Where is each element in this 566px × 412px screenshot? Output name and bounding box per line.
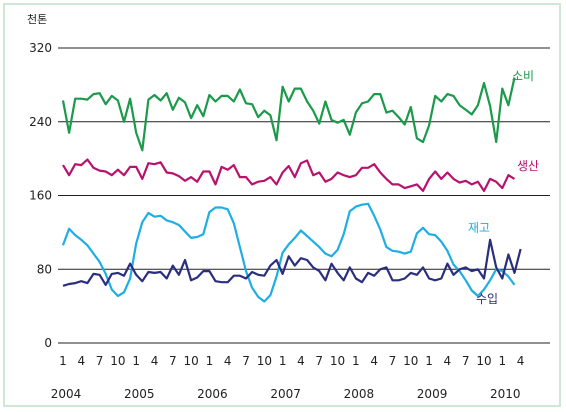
year-label-2007: 2007: [270, 387, 301, 401]
x-tick-label-10: 7: [242, 354, 250, 368]
x-tick-label-20: 1: [425, 354, 433, 368]
y-tick-label-0: 0: [44, 336, 52, 350]
x-tick-label-13: 4: [297, 354, 305, 368]
year-label-2008: 2008: [344, 387, 375, 401]
x-tick-label-17: 4: [370, 354, 378, 368]
year-label-2006: 2006: [197, 387, 228, 401]
x-tick-label-14: 7: [315, 354, 323, 368]
series-line-0: [61, 77, 516, 152]
series-line-1: [62, 158, 516, 192]
x-tick-label-7: 10: [183, 354, 198, 368]
x-tick-label-12: 1: [279, 354, 287, 368]
x-tick-label-24: 1: [498, 354, 506, 368]
x-tick-label-22: 7: [462, 354, 470, 368]
y-axis-ticks: 0 80 160 240 320: [29, 41, 52, 350]
x-tick-label-0: 1: [59, 354, 67, 368]
x-tick-label-8: 1: [206, 354, 214, 368]
year-label-2010: 2010: [490, 387, 521, 401]
y-tick-label-160: 160: [29, 189, 52, 203]
x-tick-label-1: 4: [77, 354, 85, 368]
x-tick-label-21: 4: [444, 354, 452, 368]
data-series: [61, 77, 522, 303]
x-tick-label-9: 4: [224, 354, 232, 368]
x-axis-month-ticks: 1 4 7 10 1 4 7 10 1 4 7 10 1 4 7 10 1 4 7 10 1 4 7 10 1 4: [59, 354, 524, 368]
x-tick-label-16: 1: [352, 354, 360, 368]
series-line-3: [62, 238, 522, 287]
year-label-2009: 2009: [417, 387, 448, 401]
series-label-1: 생산: [517, 159, 539, 173]
year-label-2004: 2004: [51, 387, 82, 401]
x-axis-year-labels: 2004 2005 2006 2007 2008 2009 2010: [51, 387, 521, 401]
y-axis-unit-label: 천톤: [27, 12, 47, 26]
series-label-3: 수입: [476, 292, 498, 306]
x-tick-label-5: 4: [151, 354, 159, 368]
x-tick-label-15: 10: [330, 354, 345, 368]
year-label-2005: 2005: [124, 387, 155, 401]
series-line-2: [61, 202, 516, 303]
x-tick-label-4: 1: [132, 354, 140, 368]
y-tick-label-80: 80: [37, 262, 52, 276]
x-tick-label-6: 7: [169, 354, 177, 368]
x-tick-label-19: 10: [403, 354, 418, 368]
y-tick-label-320: 320: [29, 41, 52, 55]
y-tick-label-240: 240: [29, 115, 52, 129]
x-tick-label-18: 7: [389, 354, 397, 368]
x-tick-label-2: 7: [96, 354, 104, 368]
x-tick-label-25: 4: [517, 354, 525, 368]
x-tick-label-3: 10: [110, 354, 125, 368]
series-label-0: 소비: [512, 69, 534, 83]
series-label-2: 재고: [468, 221, 490, 235]
x-tick-label-23: 10: [476, 354, 491, 368]
chart-frame: 천톤 0 80 160 240 320 소비 생산 재고 수입 1 4 7 10 1 4 7 10 1 4 7 10…: [3, 3, 561, 407]
x-tick-label-11: 10: [257, 354, 272, 368]
